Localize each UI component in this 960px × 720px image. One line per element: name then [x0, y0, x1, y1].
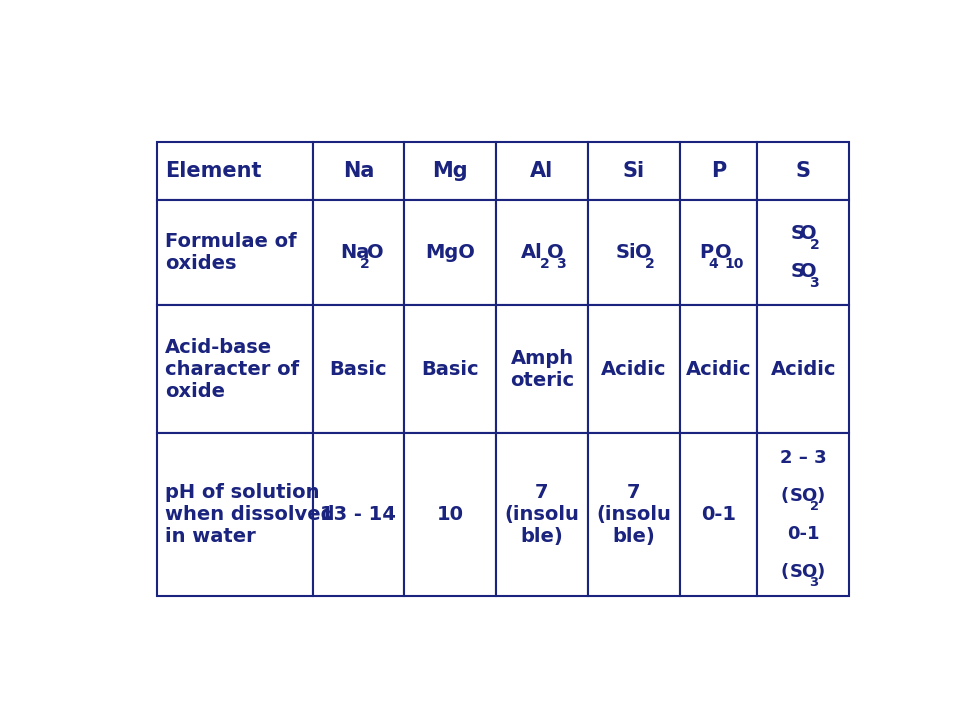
- Text: Element: Element: [165, 161, 261, 181]
- Bar: [757, 433, 849, 596]
- Text: 10: 10: [437, 505, 464, 524]
- Bar: [680, 433, 757, 596]
- Bar: [757, 142, 849, 200]
- Text: 2: 2: [645, 256, 655, 271]
- Bar: [157, 200, 313, 305]
- Text: Formulae of
oxides: Formulae of oxides: [165, 232, 297, 273]
- Text: MgO: MgO: [425, 243, 475, 262]
- Bar: [313, 200, 404, 305]
- Text: 7
(insolu
ble): 7 (insolu ble): [505, 483, 580, 546]
- Bar: [496, 142, 588, 200]
- Text: 3: 3: [557, 256, 566, 271]
- Text: Al: Al: [530, 161, 554, 181]
- Text: 0-1: 0-1: [787, 525, 820, 543]
- Bar: [496, 433, 588, 596]
- Text: P: P: [710, 161, 726, 181]
- Text: SO: SO: [790, 563, 819, 581]
- Text: Acidic: Acidic: [685, 360, 752, 379]
- Bar: [496, 305, 588, 433]
- Text: O: O: [715, 243, 732, 262]
- Text: Acidic: Acidic: [771, 360, 836, 379]
- Text: 2: 2: [809, 238, 819, 252]
- Text: Si: Si: [623, 161, 645, 181]
- Text: (: (: [780, 563, 789, 581]
- Text: 3: 3: [809, 577, 819, 590]
- Text: S: S: [790, 224, 804, 243]
- Text: S: S: [790, 262, 804, 281]
- Bar: [588, 200, 680, 305]
- Text: 4: 4: [708, 256, 718, 271]
- Bar: [588, 142, 680, 200]
- Text: 7
(insolu
ble): 7 (insolu ble): [596, 483, 671, 546]
- Bar: [404, 200, 496, 305]
- Text: (: (: [780, 487, 789, 505]
- Text: O: O: [547, 243, 564, 262]
- Bar: [404, 433, 496, 596]
- Bar: [157, 142, 313, 200]
- Bar: [157, 433, 313, 596]
- Text: S: S: [796, 161, 811, 181]
- Text: 2: 2: [809, 500, 819, 513]
- Text: P: P: [699, 243, 713, 262]
- Bar: [313, 305, 404, 433]
- Text: Na: Na: [341, 243, 370, 262]
- Text: 0-1: 0-1: [701, 505, 736, 524]
- Text: Al: Al: [520, 243, 542, 262]
- Text: Na: Na: [343, 161, 374, 181]
- Text: ): ): [816, 563, 825, 581]
- Bar: [757, 305, 849, 433]
- Bar: [680, 142, 757, 200]
- Text: O: O: [636, 243, 652, 262]
- Text: pH of solution
when dissolved
in water: pH of solution when dissolved in water: [165, 483, 334, 546]
- Text: 3: 3: [809, 276, 819, 289]
- Bar: [680, 200, 757, 305]
- Text: O: O: [800, 224, 817, 243]
- Text: 13 - 14: 13 - 14: [321, 505, 396, 524]
- Text: ): ): [816, 487, 825, 505]
- Bar: [757, 200, 849, 305]
- Text: SO: SO: [790, 487, 819, 505]
- Text: Amph
oteric: Amph oteric: [510, 348, 574, 390]
- Text: Mg: Mg: [432, 161, 468, 181]
- Bar: [313, 433, 404, 596]
- Bar: [680, 305, 757, 433]
- Text: O: O: [367, 243, 383, 262]
- Bar: [588, 305, 680, 433]
- Text: Basic: Basic: [329, 360, 387, 379]
- Text: Acidic: Acidic: [601, 360, 666, 379]
- Bar: [404, 305, 496, 433]
- Text: 2: 2: [540, 256, 550, 271]
- Bar: [313, 142, 404, 200]
- Text: 2 – 3: 2 – 3: [780, 449, 827, 467]
- Text: 2: 2: [360, 256, 370, 271]
- Text: Si: Si: [616, 243, 636, 262]
- Text: Acid-base
character of
oxide: Acid-base character of oxide: [165, 338, 299, 400]
- Text: Basic: Basic: [421, 360, 479, 379]
- Bar: [588, 433, 680, 596]
- Bar: [404, 142, 496, 200]
- Text: O: O: [800, 262, 817, 281]
- Bar: [496, 200, 588, 305]
- Bar: [157, 305, 313, 433]
- Text: 10: 10: [725, 256, 744, 271]
